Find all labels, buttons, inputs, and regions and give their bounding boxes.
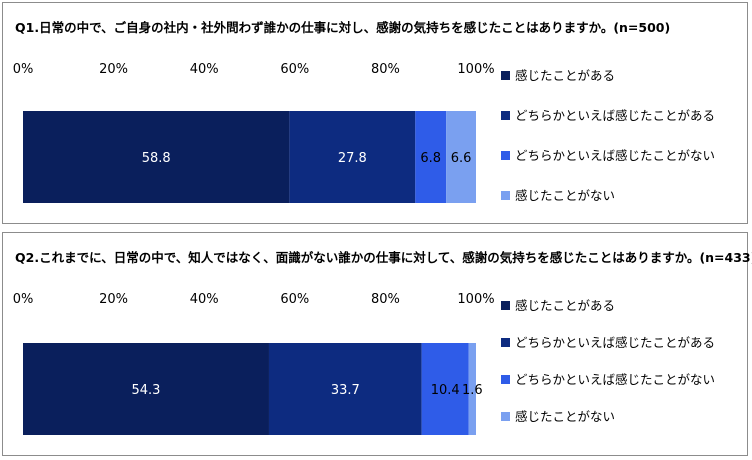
legend-item-2: どちらかといえば感じたことがある	[501, 105, 715, 124]
legend-item-1: 感じたことがある	[501, 295, 615, 314]
legend-label: 感じたことがある	[515, 298, 616, 313]
legend-swatch	[501, 191, 510, 200]
x-tick-label: 0%	[13, 62, 34, 77]
bar-segment-4	[446, 111, 476, 203]
data-label-3: 6.8	[420, 151, 441, 166]
legend-swatch	[501, 412, 510, 421]
data-label-2: 33.7	[331, 383, 360, 398]
x-tick-label: 0%	[13, 292, 34, 307]
legend-swatch	[501, 375, 510, 384]
bar-segment-3	[415, 111, 447, 203]
x-tick-label: 80%	[371, 292, 400, 307]
chart-panel-q2: Q2.これまでに、日常の中で、知人ではなく、面識がない誰かの仕事に対して、感謝の…	[2, 232, 752, 456]
data-label-4: 6.6	[451, 151, 472, 166]
x-tick-label: 20%	[99, 62, 128, 77]
data-label-1: 58.8	[142, 151, 171, 166]
chart-q1-svg: 0% 20% 40% 60% 80% 100% 58.8 27.8 6.8 6.6	[13, 62, 495, 203]
data-label-3: 10.4	[431, 383, 460, 398]
bar-segment-2	[268, 343, 422, 435]
x-tick-label: 60%	[280, 292, 309, 307]
legend-swatch	[501, 338, 510, 347]
legend-swatch	[501, 301, 510, 310]
data-label-4: 1.6	[462, 383, 483, 398]
legend-label: 感じたことがない	[515, 409, 616, 424]
legend-item-4: 感じたことがない	[501, 406, 615, 425]
legend-label: どちらかといえば感じたことがない	[515, 372, 716, 387]
chart-title-q2: Q2.これまでに、日常の中で、知人ではなく、面識がない誰かの仕事に対して、感謝の…	[15, 250, 752, 265]
chart-panel-q1: Q1.日常の中で、ご自身の社内・社外問わず誰かの仕事に対し、感謝の気持ちを感じた…	[2, 2, 748, 224]
x-tick-label: 20%	[99, 292, 128, 307]
x-tick-label: 40%	[190, 292, 219, 307]
legend-label: どちらかといえば感じたことがある	[515, 335, 716, 350]
chart-q2-svg: 0% 20% 40% 60% 80% 100% 54.3 33.7 10.4 1.6	[13, 292, 495, 435]
legend-swatch	[501, 151, 510, 160]
data-label-2: 27.8	[338, 151, 367, 166]
legend-label: どちらかといえば感じたことがある	[515, 108, 716, 123]
bar-segment-1	[23, 111, 290, 203]
x-tick-label: 40%	[190, 62, 219, 77]
legend-swatch	[501, 71, 510, 80]
legend-item-2: どちらかといえば感じたことがある	[501, 332, 715, 351]
x-tick-label: 80%	[371, 62, 400, 77]
x-tick-label: 100%	[457, 292, 494, 307]
bar-segment-4	[468, 343, 476, 435]
bar-segment-3	[421, 343, 469, 435]
x-tick-label: 60%	[280, 62, 309, 77]
legend-label: どちらかといえば感じたことがない	[515, 148, 716, 163]
legend-item-1: 感じたことがある	[501, 65, 615, 84]
data-label-1: 54.3	[132, 383, 161, 398]
chart-title-q1: Q1.日常の中で、ご自身の社内・社外問わず誰かの仕事に対し、感謝の気持ちを感じた…	[15, 20, 671, 35]
legend-label: 感じたことがある	[515, 68, 616, 83]
bar-segment-1	[23, 343, 269, 435]
legend-label: 感じたことがない	[515, 188, 616, 203]
legend-item-3: どちらかといえば感じたことがない	[501, 369, 715, 388]
bar-segment-2	[289, 111, 416, 203]
legend-item-3: どちらかといえば感じたことがない	[501, 145, 715, 164]
x-tick-label: 100%	[457, 62, 494, 77]
legend-swatch	[501, 111, 510, 120]
legend-item-4: 感じたことがない	[501, 185, 615, 204]
